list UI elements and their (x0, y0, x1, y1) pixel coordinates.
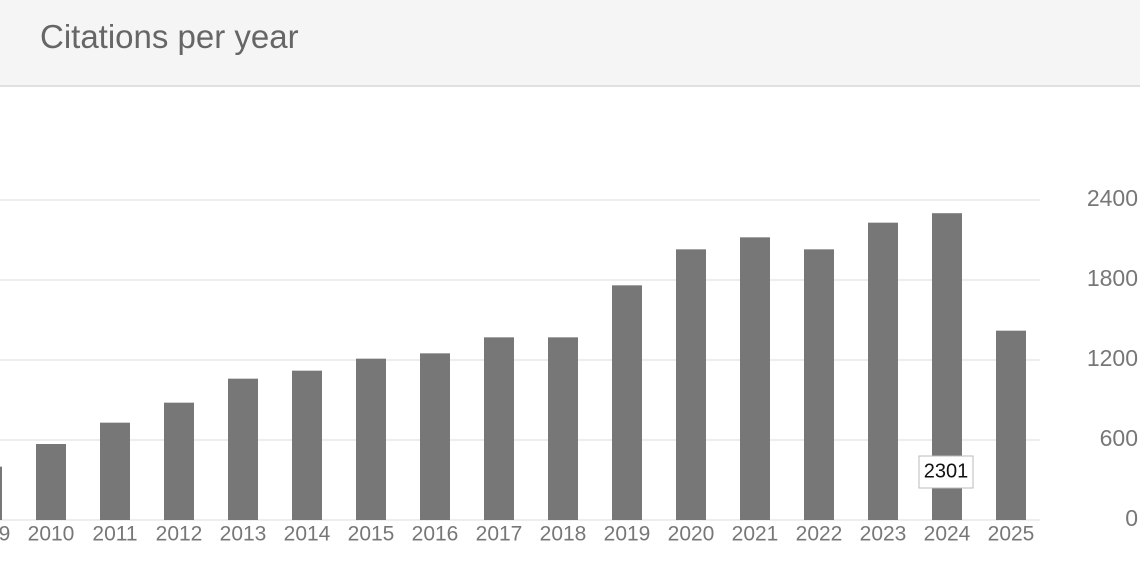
bar (548, 337, 578, 520)
bar (164, 402, 194, 520)
x-tick-label: 2023 (860, 523, 907, 546)
x-tick-label: 2012 (156, 523, 203, 546)
x-tick-label: 2009 (0, 523, 10, 546)
y-tick-label: 1200 (1087, 345, 1138, 371)
bar (868, 222, 898, 520)
x-tick-label: 2011 (92, 523, 137, 546)
x-tick-label: 2010 (28, 523, 75, 546)
bar (292, 370, 322, 520)
bar (612, 285, 642, 520)
y-tick-label: 1800 (1087, 265, 1138, 291)
x-tick-label: 2017 (476, 523, 523, 546)
x-tick-label: 2022 (796, 523, 843, 546)
y-tick-label: 0 (1125, 505, 1138, 531)
tooltip-box (918, 455, 974, 489)
card-header: Citations per year (0, 0, 1140, 87)
bar (484, 337, 514, 520)
x-tick-label: 2019 (604, 523, 651, 546)
bar (804, 249, 834, 521)
x-tick-label: 2025 (988, 523, 1035, 546)
y-tick-label: 600 (1100, 425, 1138, 451)
bar (356, 358, 386, 520)
bar (996, 330, 1026, 520)
bar (36, 444, 66, 520)
bar (228, 378, 258, 520)
x-tick-label: 2024 (924, 523, 971, 546)
bar (740, 237, 770, 521)
bar (100, 422, 130, 520)
x-tick-label: 2018 (540, 523, 587, 546)
tooltip-value: 2301 (924, 460, 969, 482)
x-tick-label: 2021 (732, 523, 779, 546)
tooltip: 2301 (918, 455, 974, 489)
bar (676, 249, 706, 521)
bar (420, 353, 450, 520)
bar (0, 466, 2, 520)
x-tick-label: 2014 (284, 523, 331, 546)
x-tick-label: 2020 (668, 523, 715, 546)
card-title: Citations per year (40, 18, 299, 55)
x-tick-label: 2016 (412, 523, 459, 546)
y-tick-label: 2400 (1087, 185, 1138, 211)
x-tick-label: 2013 (220, 523, 267, 546)
x-tick-label: 2015 (348, 523, 395, 546)
